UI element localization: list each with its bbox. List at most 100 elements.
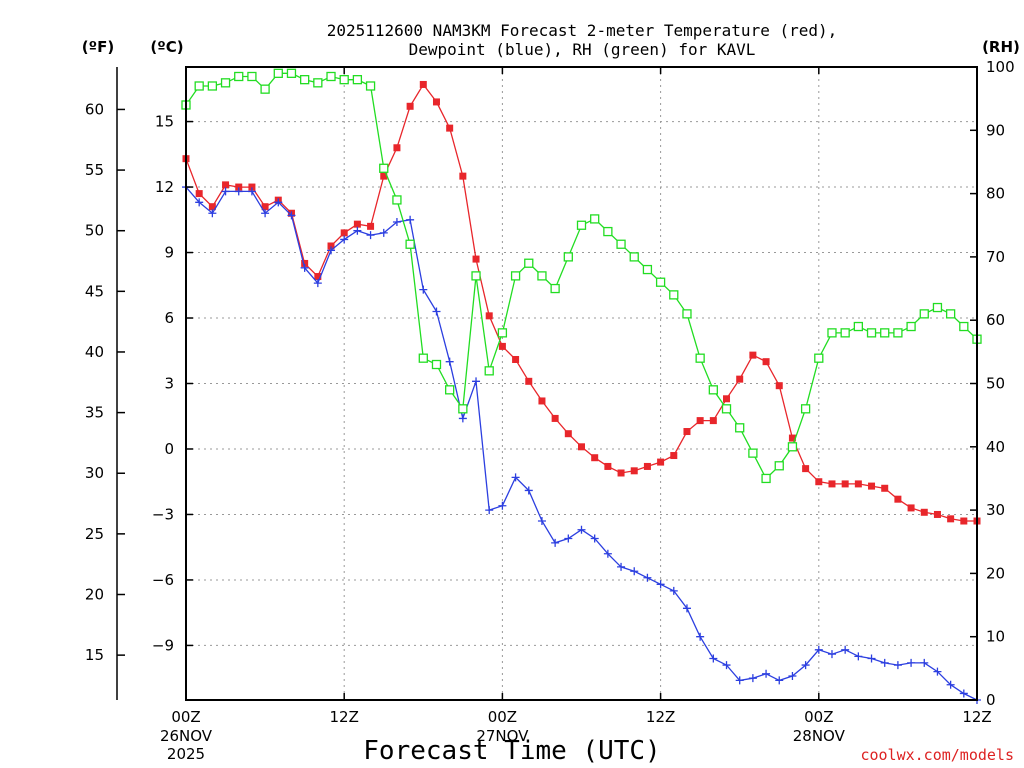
temperature-point bbox=[446, 124, 454, 132]
celsius-tick-label: −9 bbox=[152, 636, 174, 654]
temperature-point bbox=[960, 517, 968, 525]
dewpoint-point bbox=[880, 658, 889, 667]
rh-point bbox=[220, 78, 231, 88]
rh-point bbox=[524, 258, 534, 268]
fahrenheit-tick-label: 60 bbox=[85, 100, 104, 118]
temperature-point bbox=[340, 229, 348, 237]
dewpoint-point bbox=[867, 654, 876, 663]
dewpoint-point bbox=[498, 501, 507, 510]
rh-point bbox=[471, 271, 481, 281]
fahrenheit-unit-label: (ºF) bbox=[82, 38, 114, 56]
dewpoint-point bbox=[603, 549, 612, 558]
rh-point bbox=[576, 220, 587, 230]
temperature-point bbox=[670, 452, 678, 460]
x-tick-date: 27NOV bbox=[476, 727, 529, 745]
temperature-point bbox=[604, 462, 612, 470]
dewpoint-point bbox=[735, 676, 744, 685]
dewpoint-point bbox=[590, 534, 599, 543]
temperature-point bbox=[406, 102, 414, 110]
temperature-point bbox=[353, 220, 361, 228]
dewpoint-point bbox=[261, 209, 270, 218]
rh-point bbox=[313, 78, 323, 88]
dewpoint-point bbox=[406, 215, 415, 224]
dewpoint-point bbox=[432, 307, 441, 316]
rh-point bbox=[537, 271, 547, 281]
x-axis-label: Forecast Time (UTC) bbox=[363, 736, 660, 766]
rh-point bbox=[405, 239, 415, 249]
rh-point bbox=[339, 75, 349, 85]
rh-point bbox=[379, 163, 389, 173]
temperature-point bbox=[815, 478, 823, 486]
rh-tick-label: 100 bbox=[986, 58, 1015, 76]
dewpoint-point bbox=[762, 669, 771, 678]
rh-point bbox=[194, 81, 204, 91]
temperature-point bbox=[643, 462, 651, 470]
rh-point bbox=[510, 271, 521, 281]
rh-point bbox=[932, 302, 943, 313]
rh-point bbox=[247, 71, 257, 82]
x-tick-label: 00Z bbox=[804, 708, 833, 726]
rh-point bbox=[352, 75, 363, 85]
temperature-point bbox=[525, 377, 533, 385]
temperature-point bbox=[432, 98, 440, 106]
temperature-point bbox=[802, 465, 810, 473]
dewpoint-point bbox=[313, 279, 322, 288]
temperature-point bbox=[578, 443, 585, 451]
rh-point bbox=[866, 328, 877, 338]
dewpoint-point bbox=[247, 187, 256, 196]
x-tick-label: 12Z bbox=[962, 708, 991, 726]
rh-point bbox=[893, 328, 903, 338]
rh-point bbox=[629, 252, 639, 262]
dewpoint-point bbox=[893, 661, 902, 670]
x-tick-date: 26NOV bbox=[160, 727, 213, 745]
rh-point bbox=[431, 359, 442, 370]
temperature-point bbox=[235, 183, 243, 191]
temperature-point bbox=[551, 414, 559, 422]
celsius-tick-label: 9 bbox=[164, 244, 174, 262]
temperature-point bbox=[868, 482, 876, 490]
dewpoint-point bbox=[748, 674, 757, 683]
temperature-point bbox=[617, 469, 625, 477]
temperature-point bbox=[762, 358, 770, 366]
fahrenheit-tick-label: 45 bbox=[85, 282, 104, 300]
fahrenheit-tick-label: 15 bbox=[85, 646, 104, 664]
temperature-point bbox=[512, 355, 520, 363]
dewpoint-point bbox=[564, 534, 573, 543]
rh-point bbox=[445, 385, 455, 395]
rh-point bbox=[365, 81, 376, 91]
temperature-point bbox=[195, 190, 203, 198]
rh-point bbox=[497, 328, 508, 338]
rh-point bbox=[827, 328, 837, 338]
celsius-tick-label: 3 bbox=[164, 375, 174, 393]
fahrenheit-tick-label: 20 bbox=[85, 586, 104, 604]
rh-point bbox=[919, 309, 929, 319]
dewpoint-point bbox=[788, 671, 797, 680]
dewpoint-point bbox=[682, 604, 691, 613]
temperature-point bbox=[393, 144, 401, 152]
rh-point bbox=[603, 226, 613, 237]
celsius-tick-label: 6 bbox=[164, 309, 174, 327]
dewpoint-point bbox=[933, 667, 942, 676]
dewpoint-point bbox=[959, 689, 968, 698]
temperature-point bbox=[723, 395, 731, 403]
celsius-tick-label: 12 bbox=[155, 178, 174, 196]
rh-tick-label: 90 bbox=[986, 121, 1005, 139]
temperature-point bbox=[657, 458, 665, 466]
temperature-point bbox=[261, 203, 269, 211]
temperature-point bbox=[248, 183, 256, 191]
dewpoint-point bbox=[656, 580, 665, 589]
rh-point bbox=[814, 353, 824, 363]
dewpoint-point bbox=[458, 414, 467, 423]
rh-tick-label: 20 bbox=[986, 564, 1005, 582]
rh-point bbox=[735, 423, 745, 433]
celsius-tick-label: −3 bbox=[152, 505, 174, 523]
temperature-point bbox=[498, 342, 506, 350]
dewpoint-point bbox=[419, 285, 428, 294]
dewpoint-point bbox=[392, 217, 401, 226]
rh-point bbox=[563, 252, 573, 262]
temperature-point bbox=[788, 434, 796, 442]
temperature-point bbox=[314, 273, 322, 281]
temperature-point bbox=[419, 80, 427, 88]
rh-point bbox=[748, 448, 758, 458]
fahrenheit-tick-label: 50 bbox=[85, 222, 104, 240]
